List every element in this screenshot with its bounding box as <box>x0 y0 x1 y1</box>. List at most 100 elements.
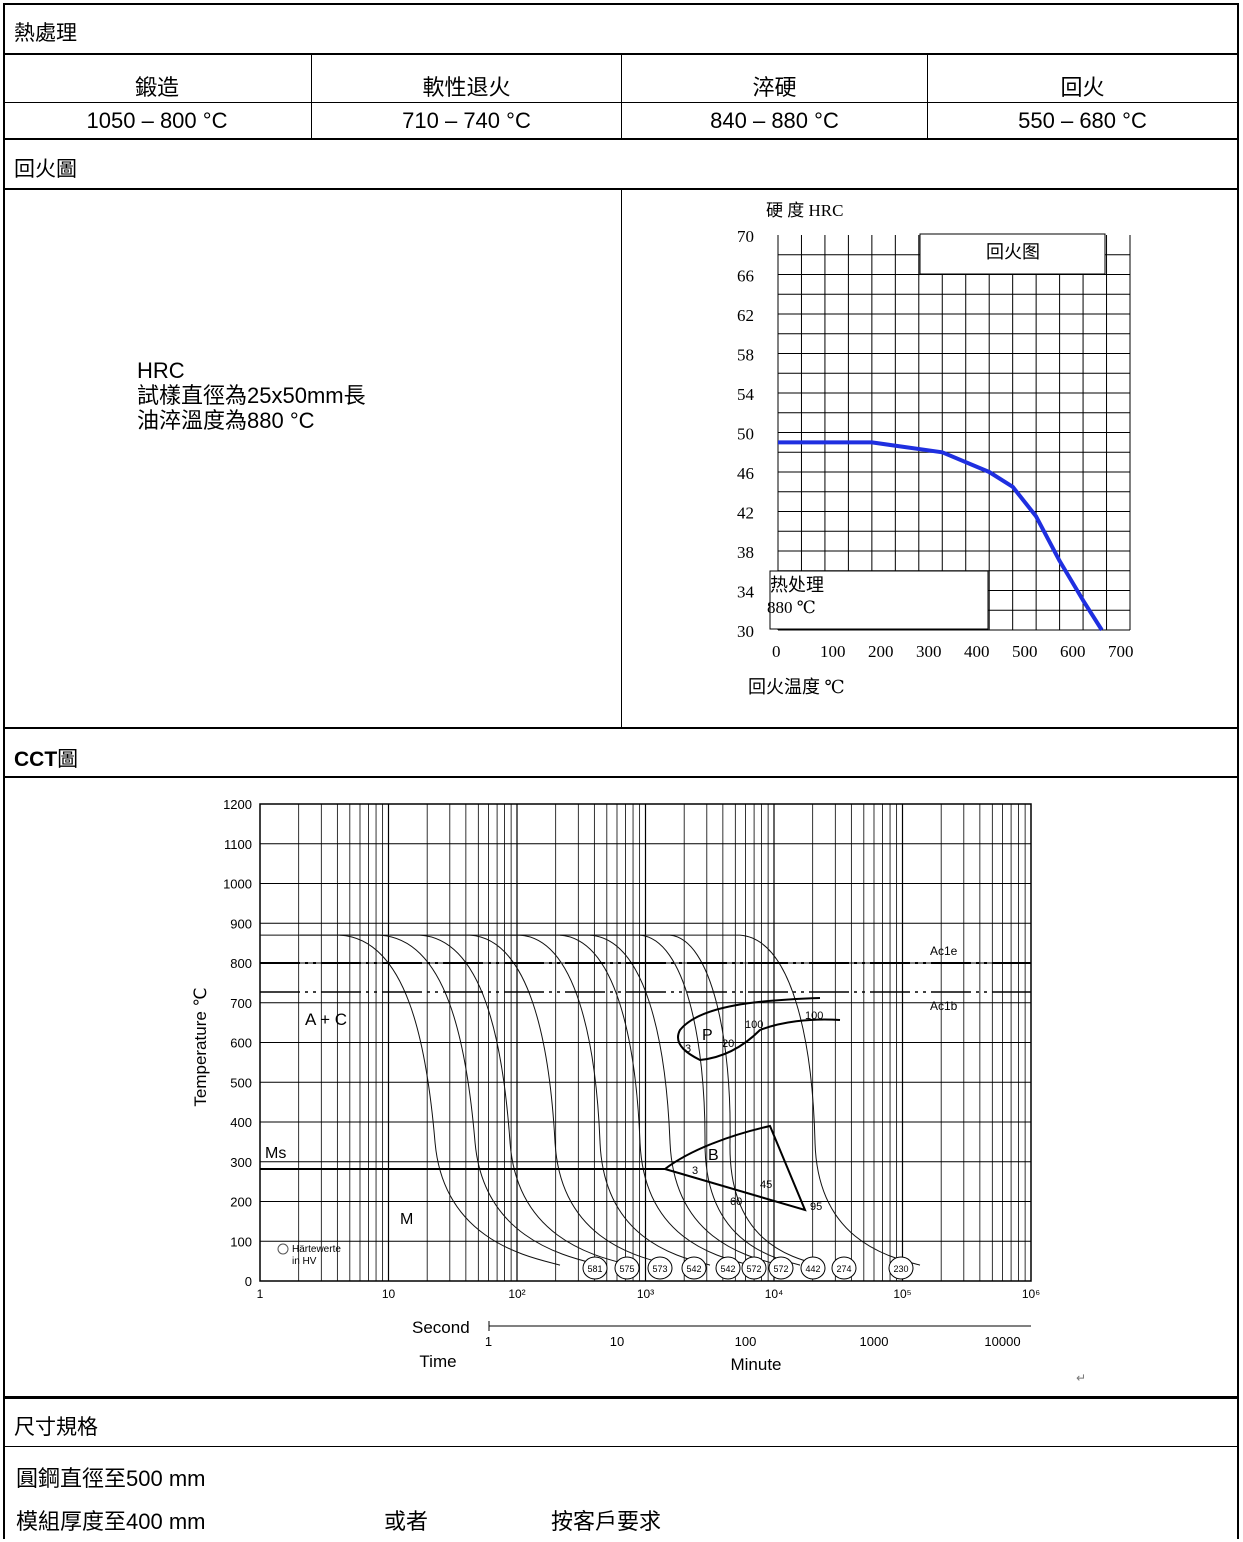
cct-cooling-curve <box>560 934 801 1266</box>
rule <box>3 727 1239 729</box>
section-title-dimensions: 尺寸規格 <box>14 1415 98 1439</box>
cct-pearlite-pct-100b: 100 <box>805 1010 823 1022</box>
cct-hardness-value: 572 <box>746 1264 761 1274</box>
cct-x-tick: 10 <box>382 1287 396 1301</box>
tempering-x-tick: 500 <box>1012 642 1038 661</box>
cct-hardness-value: 542 <box>720 1264 735 1274</box>
cct-cooling-curve <box>440 934 711 1266</box>
cct-y-tick: 0 <box>245 1274 252 1289</box>
cct-minute-tick: 100 <box>735 1334 757 1349</box>
cct-cooling-curves <box>260 934 921 1266</box>
tempering-chart-title: 回火图 <box>986 242 1040 262</box>
cct-pearlite-pct-3: 3 <box>685 1043 691 1055</box>
tempering-x-tick: 400 <box>964 642 990 661</box>
cct-region-b: B <box>708 1147 719 1164</box>
tempering-x-tick: 300 <box>916 642 942 661</box>
cct-x-tick: 10⁴ <box>765 1287 784 1301</box>
cct-minute-tick: 1 <box>485 1334 492 1349</box>
cct-hardness-circle <box>800 1256 826 1280</box>
cct-cooling-curve <box>390 934 671 1266</box>
cct-y-tick: 800 <box>230 956 252 971</box>
header-soft-annealing: 軟性退火 <box>422 76 511 101</box>
cct-trailing-mark: ↵ <box>1076 1371 1086 1385</box>
tempering-y-axis-label: 硬 度 HRC <box>766 201 843 220</box>
cct-cooling-curve <box>340 934 631 1266</box>
cct-pearlite-pct-100a: 100 <box>745 1019 763 1031</box>
cct-hardness-circle <box>715 1256 741 1280</box>
cct-bainite-pct-45: 45 <box>760 1179 772 1191</box>
tempering-chart-x-ticks: 0 100 200 300 400 500 600 700 <box>772 642 1134 661</box>
cct-region-a-c: A + C <box>305 1010 347 1029</box>
cct-y-tick: 900 <box>230 916 252 931</box>
tempering-y-tick: 62 <box>737 306 754 325</box>
cct-minute-tick: 1000 <box>860 1334 889 1349</box>
tempering-annotation-line2: 880 ℃ <box>767 598 816 617</box>
cct-region-p: P <box>702 1027 713 1044</box>
cct-ac1e-label: Ac1e <box>930 944 958 958</box>
dimensions-round-bar: 圓鋼直徑至500 mm <box>16 1466 206 1491</box>
cct-chart: 1200110010009008007006005004003002001000… <box>191 797 1086 1385</box>
cct-ms-label: Ms <box>265 1145 286 1162</box>
cct-hardness-marker: 581 <box>582 1256 608 1280</box>
cct-cooling-curve <box>660 934 921 1266</box>
cct-y-tick: 400 <box>230 1115 252 1130</box>
tempering-x-tick: 100 <box>820 642 846 661</box>
value-tempering: 550 – 680 °C <box>1018 108 1147 133</box>
tempering-y-tick: 46 <box>737 464 754 483</box>
cct-hardness-marker: 575 <box>614 1256 640 1280</box>
cct-ac1b-label: Ac1b <box>930 999 958 1013</box>
cct-x-tick: 10² <box>508 1287 525 1301</box>
cct-hardness-circle <box>831 1256 857 1280</box>
tempering-y-tick: 54 <box>737 385 755 404</box>
cct-hardness-value: 542 <box>686 1264 701 1274</box>
tempering-chart-y-ticks: 70 66 62 58 54 50 46 42 38 34 30 <box>737 227 755 641</box>
cct-hardness-value: 442 <box>805 1264 820 1274</box>
cct-x-tick: 10⁶ <box>1022 1287 1040 1301</box>
cct-x-tick: 1 <box>257 1287 264 1301</box>
cct-second-label: Second <box>412 1318 470 1337</box>
cct-cooling-curve <box>300 934 601 1266</box>
cct-x-tick: 10⁵ <box>893 1287 911 1301</box>
cct-cooling-curve <box>260 934 561 1266</box>
cct-y-tick: 100 <box>230 1234 252 1249</box>
cct-minute-label: Minute <box>730 1355 781 1374</box>
cct-transformation-regions <box>664 997 841 1212</box>
rule <box>3 138 1239 140</box>
cct-minute-tick: 10000 <box>984 1334 1020 1349</box>
tempering-y-tick: 58 <box>737 346 754 365</box>
cct-bainite-pct-60: 60 <box>730 1196 742 1208</box>
cct-x-axis-label: Time <box>419 1352 456 1371</box>
cct-hardness-circle <box>614 1256 640 1280</box>
cct-y-tick: 300 <box>230 1155 252 1170</box>
cct-hardness-legend-line1: Härtewerte <box>292 1244 341 1255</box>
cct-bainite-pct-3: 3 <box>692 1165 698 1177</box>
header-tempering: 回火 <box>1060 76 1105 101</box>
column-divider <box>311 55 312 139</box>
cct-hardness-value: 575 <box>619 1264 634 1274</box>
cct-bainite-region <box>664 1124 807 1212</box>
cct-hardness-marker: 572 <box>741 1256 767 1280</box>
cct-region-m: M <box>400 1211 413 1228</box>
cct-hardness-value: 230 <box>893 1264 908 1274</box>
tempering-x-tick: 0 <box>772 642 781 661</box>
tempering-y-tick: 70 <box>737 227 754 246</box>
cct-y-tick: 600 <box>230 1036 252 1051</box>
cct-cooling-curve <box>480 934 751 1266</box>
column-divider <box>621 190 622 728</box>
rule <box>3 1396 1239 1399</box>
tempering-y-tick: 50 <box>737 425 754 444</box>
tempering-y-tick: 30 <box>737 622 754 641</box>
value-forging: 1050 – 800 °C <box>86 108 228 133</box>
dimensions-block: 模組厚度至400 mm <box>16 1509 206 1534</box>
cct-y-tick: 700 <box>230 996 252 1011</box>
tempering-x-tick: 600 <box>1060 642 1086 661</box>
tempering-x-tick: 200 <box>868 642 894 661</box>
cct-y-tick: 500 <box>230 1075 252 1090</box>
cct-hardness-circle <box>647 1256 673 1280</box>
section-title-cct-rest: 圖 <box>57 747 79 771</box>
tempering-curve <box>778 440 1104 632</box>
cct-pearlite-region <box>677 997 841 1062</box>
tempering-note-hrc: HRC <box>137 358 185 383</box>
cct-hardness-circle <box>582 1256 608 1280</box>
